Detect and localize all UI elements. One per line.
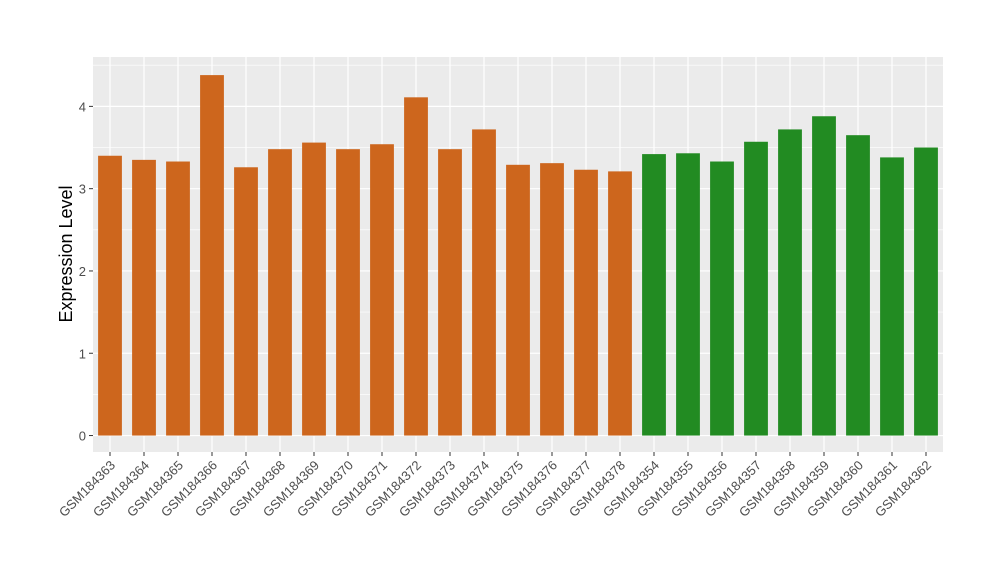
bar xyxy=(472,129,496,436)
bar xyxy=(336,149,360,436)
bar xyxy=(234,167,258,436)
bar xyxy=(710,161,734,436)
y-tick-label: 3 xyxy=(79,182,86,197)
bar xyxy=(506,164,530,436)
bar xyxy=(778,129,802,436)
y-tick-label: 0 xyxy=(79,429,86,444)
bar xyxy=(200,75,224,436)
bar xyxy=(540,163,564,436)
bar xyxy=(404,97,428,436)
bar xyxy=(438,149,462,436)
bar xyxy=(642,154,666,436)
bar xyxy=(574,169,598,436)
bar xyxy=(268,149,292,436)
y-tick-label: 1 xyxy=(79,346,86,361)
bar xyxy=(370,144,394,436)
bar xyxy=(302,142,326,436)
bar xyxy=(880,157,904,436)
y-tick-label: 4 xyxy=(79,99,86,114)
y-axis-label: Expression Level xyxy=(56,185,76,322)
bar xyxy=(676,153,700,436)
bar xyxy=(812,116,836,436)
bar xyxy=(132,159,156,436)
bar xyxy=(608,171,632,436)
bar xyxy=(744,141,768,436)
bar xyxy=(166,161,190,436)
bar xyxy=(914,147,938,436)
bar xyxy=(846,135,870,436)
bar xyxy=(98,155,122,436)
y-tick-label: 2 xyxy=(79,264,86,279)
